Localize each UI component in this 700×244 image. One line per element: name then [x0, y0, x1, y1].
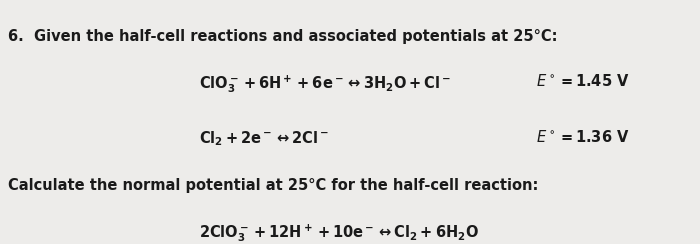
Text: 6.  Given the half-cell reactions and associated potentials at 25°C:: 6. Given the half-cell reactions and ass…: [8, 29, 558, 44]
Text: Calculate the normal potential at 25°C for the half-cell reaction:: Calculate the normal potential at 25°C f…: [8, 178, 539, 193]
Text: $\mathbf{\mathit{E}^\circ = 1.36\ V}$: $\mathbf{\mathit{E}^\circ = 1.36\ V}$: [536, 129, 629, 145]
Text: $\mathbf{\mathit{E}^\circ = 1.45\ V}$: $\mathbf{\mathit{E}^\circ = 1.45\ V}$: [536, 73, 629, 89]
Text: $\mathbf{2ClO_3^- + 12H^+ + 10e^- \leftrightarrow Cl_2 + 6H_2O}$: $\mathbf{2ClO_3^- + 12H^+ + 10e^- \leftr…: [199, 222, 480, 244]
Text: $\mathbf{ClO_3^- + 6H^+ + 6e^- \leftrightarrow 3H_2O + Cl^-}$: $\mathbf{ClO_3^- + 6H^+ + 6e^- \leftrigh…: [199, 73, 452, 95]
Text: $\mathbf{Cl_2 + 2e^- \leftrightarrow 2Cl^-}$: $\mathbf{Cl_2 + 2e^- \leftrightarrow 2Cl…: [199, 129, 330, 148]
